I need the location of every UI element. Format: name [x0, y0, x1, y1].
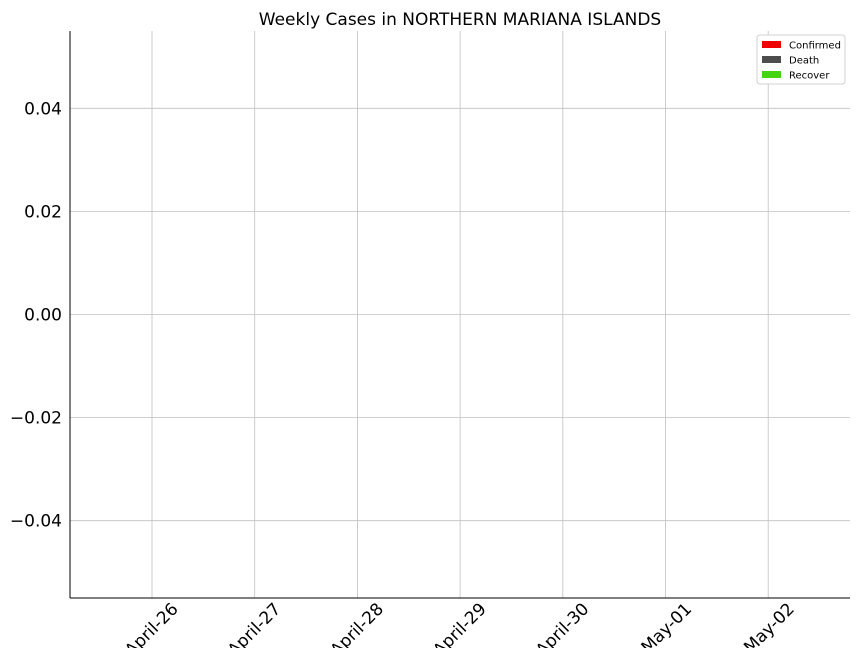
- legend-label: Death: [789, 56, 819, 67]
- axes: [69, 31, 850, 599]
- x-tick-label: April-26: [121, 599, 182, 648]
- y-tick-label: 0.02: [24, 202, 62, 222]
- grid: [70, 31, 850, 598]
- x-tick-label: April-29: [429, 599, 490, 648]
- x-tick-label: April-27: [224, 599, 285, 648]
- legend-swatch: [762, 41, 781, 48]
- legend-label: Recover: [789, 71, 830, 82]
- legend-label: Confirmed: [789, 41, 841, 52]
- legend-swatch: [762, 71, 781, 78]
- y-tick-label: 0.04: [24, 99, 62, 119]
- legend: Confirmed Death Recover: [756, 34, 846, 85]
- chart-title: Weekly Cases in NORTHERN MARIANA ISLANDS: [259, 10, 661, 30]
- y-tick-label: 0.00: [24, 306, 62, 326]
- x-tick-label: April-30: [532, 599, 593, 648]
- x-tick-label: May-01: [638, 599, 696, 648]
- legend-swatch: [762, 56, 781, 63]
- x-tick-label: May-02: [740, 599, 798, 648]
- y-tick-label: −0.02: [10, 409, 62, 429]
- axis-ticks: 0.04 0.02 0.00 −0.02 −0.04 April-26 April-27 Ap…: [10, 99, 799, 648]
- x-tick-label: April-28: [327, 599, 388, 648]
- y-tick-label: −0.04: [10, 512, 62, 532]
